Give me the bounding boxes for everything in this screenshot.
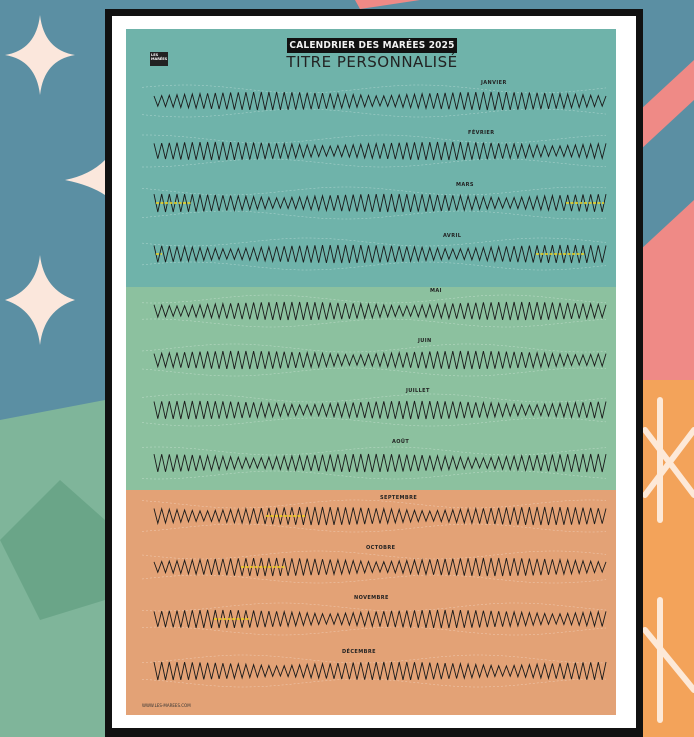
autumn-band — [126, 490, 616, 715]
tide-poster: LES MARÉES CALENDRIER DES MARÉES 2025 TI… — [126, 29, 616, 715]
month-label-juin: JUIN — [418, 338, 432, 344]
month-label-janvier: JANVIER — [481, 80, 507, 86]
month-label-fevrier: FÉVRIER — [468, 130, 495, 136]
tide-row — [141, 237, 607, 271]
tide-row — [141, 550, 607, 584]
month-label-mars: MARS — [456, 182, 474, 188]
winter-band — [126, 29, 616, 287]
month-label-avril: AVRIL — [443, 233, 462, 239]
tide-row — [141, 84, 607, 118]
month-label-octobre: OCTOBRE — [366, 545, 396, 551]
logo: LES MARÉES — [150, 52, 168, 66]
tide-waves — [141, 84, 607, 688]
tide-row — [141, 393, 607, 427]
tide-row — [141, 499, 607, 533]
star-icon — [5, 15, 105, 345]
tide-row — [141, 446, 607, 480]
snowflake-icon — [642, 397, 694, 723]
poster-subtitle: TITRE PERSONNALISÉ — [286, 53, 458, 71]
poster-title: CALENDRIER DES MARÉES 2025 — [287, 38, 457, 53]
tide-row — [142, 134, 607, 168]
month-label-aout: AOÛT — [392, 439, 410, 445]
tide-row — [141, 654, 607, 688]
month-label-novembre: NOVEMBRE — [354, 595, 389, 601]
month-label-septembre: SEPTEMBRE — [380, 495, 418, 501]
tide-row — [141, 186, 607, 220]
month-label-decembre: DÉCEMBRE — [342, 649, 376, 655]
footer-url: WWW.LES-MAREES.COM — [142, 703, 191, 708]
tide-row — [141, 602, 607, 636]
month-label-juillet: JUILLET — [406, 388, 430, 394]
month-label-mai: MAI — [430, 288, 442, 294]
tide-row — [141, 343, 607, 377]
tide-row — [141, 294, 607, 328]
